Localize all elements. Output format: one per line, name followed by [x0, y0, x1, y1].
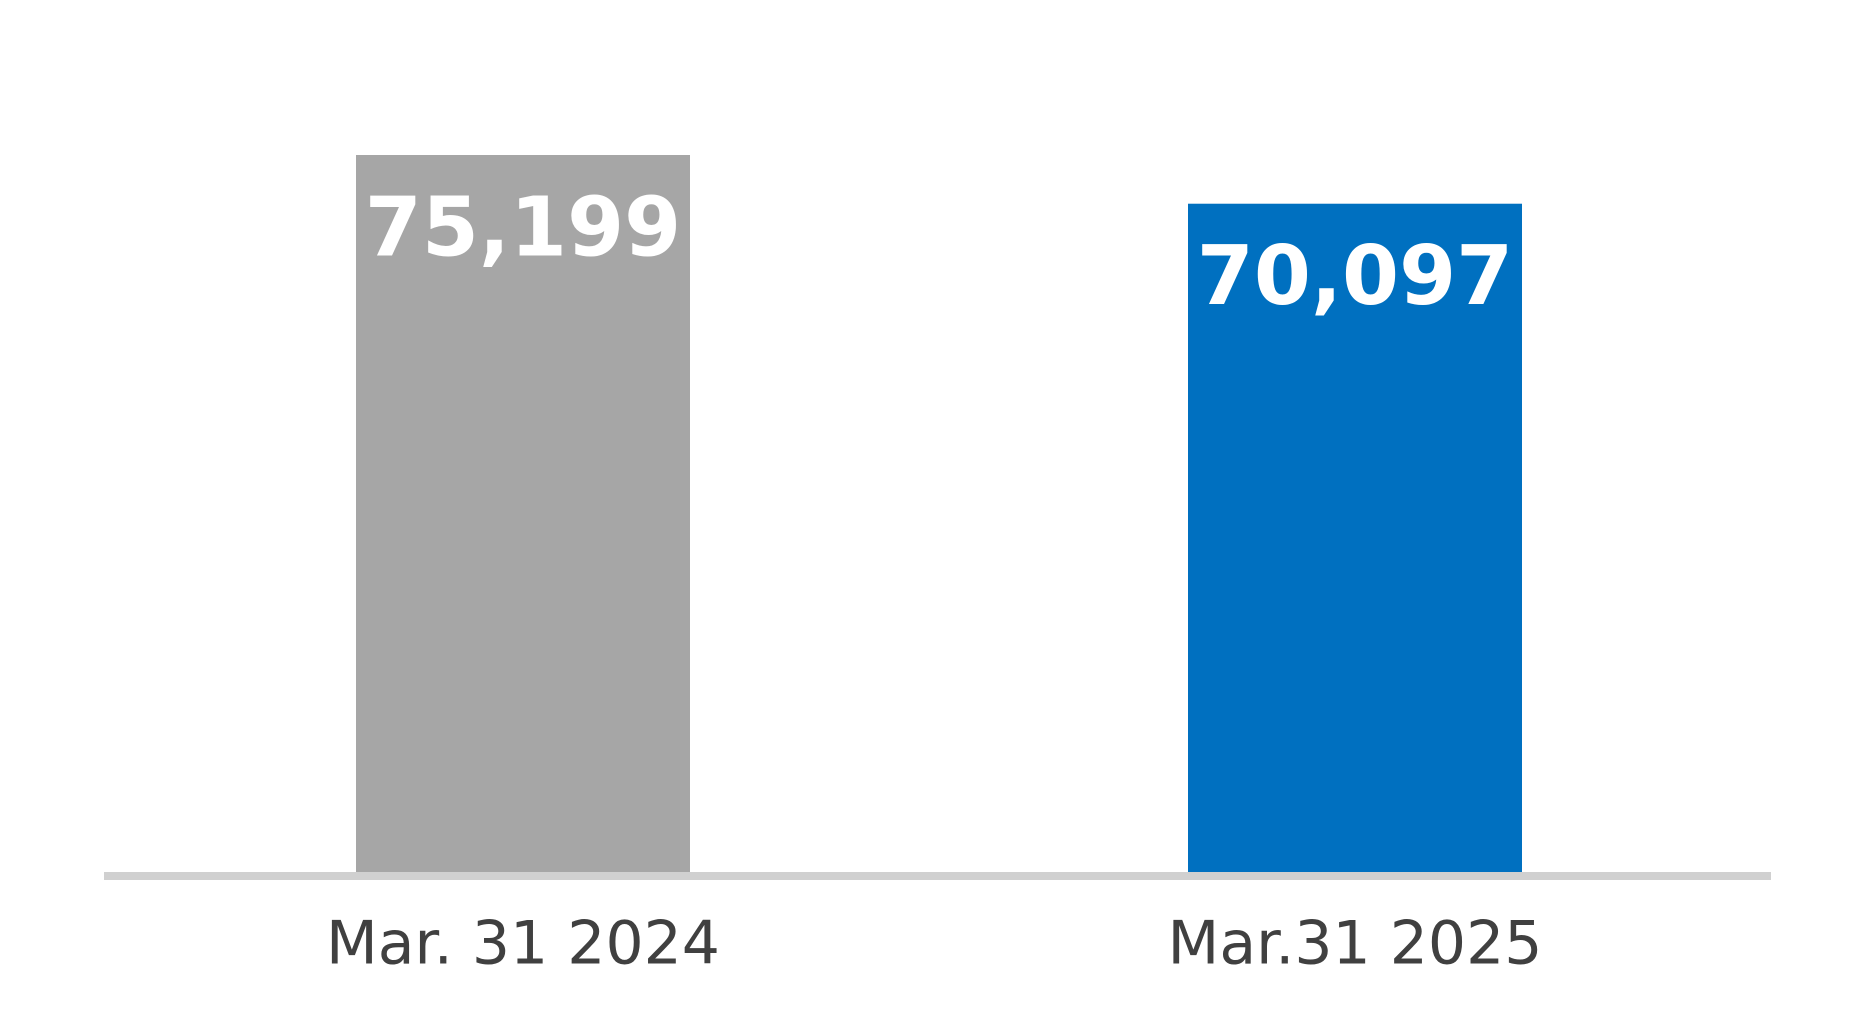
x-tick-label: Mar. 31 2024 [326, 909, 720, 979]
value-label: 70,097 [1197, 229, 1513, 324]
value-label: 75,199 [365, 180, 681, 275]
bar [356, 155, 690, 873]
x-tick-label: Mar.31 2025 [1168, 909, 1543, 979]
bar [1188, 203, 1522, 874]
